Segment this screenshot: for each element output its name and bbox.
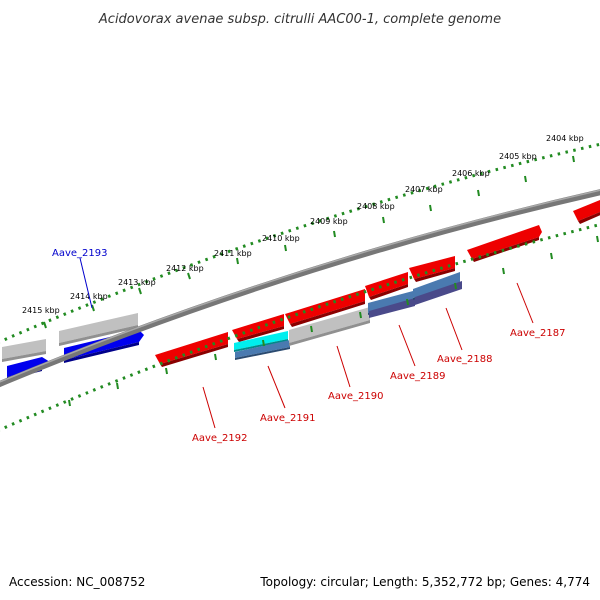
label-leader-lines — [79, 257, 534, 429]
feature-gray-aave-2190[interactable] — [289, 307, 370, 346]
kbp-label-2410: 2410 kbp — [262, 234, 300, 243]
kbp-label-2404: 2404 kbp — [546, 134, 584, 143]
feature-red-aave-2190[interactable] — [285, 289, 365, 327]
feature-red-aave-2187[interactable] — [467, 225, 542, 262]
gene-label-aave-2192[interactable]: Aave_2192 — [192, 433, 248, 444]
genome-summary-text: Topology: circular; Length: 5,352,772 bp… — [259, 575, 590, 589]
kbp-label-2415: 2415 kbp — [22, 306, 60, 315]
genome-backbone — [0, 189, 600, 388]
gene-label-aave-2187[interactable]: Aave_2187 — [510, 328, 566, 339]
outer-tick-ring — [0, 142, 600, 344]
kbp-label-2405: 2405 kbp — [499, 152, 537, 161]
feature-steel-aave-2191[interactable] — [235, 340, 290, 360]
kbp-label-2408: 2408 kbp — [357, 202, 395, 211]
feature-gray-plus-1[interactable] — [2, 339, 46, 362]
feature-cyan-aave-2191[interactable] — [234, 331, 288, 352]
kbp-label-2406: 2406 kbp — [452, 169, 490, 178]
gene-label-aave-2189[interactable]: Aave_2189 — [390, 371, 446, 382]
kbp-label-2407: 2407 kbp — [405, 185, 443, 194]
accession-text: Accession: NC_008752 — [9, 575, 145, 589]
genome-title: Acidovorax avenae subsp. citrulli AAC00-… — [98, 12, 501, 27]
gene-label-aave-2188[interactable]: Aave_2188 — [437, 354, 493, 365]
feature-red-aave-2192[interactable] — [155, 332, 228, 367]
gene-label-aave-2190[interactable]: Aave_2190 — [328, 391, 384, 402]
genome-backbone-highlight — [0, 189, 600, 383]
gene-label-aave-2193[interactable]: Aave_2193 — [52, 248, 108, 259]
kbp-label-2412: 2412 kbp — [166, 264, 204, 273]
feature-red-aave-2189[interactable] — [365, 272, 408, 300]
feature-gray-plus-2[interactable] — [59, 313, 138, 346]
kbp-label-2413: 2413 kbp — [118, 278, 156, 287]
feature-red-aave-2188[interactable] — [409, 256, 455, 282]
inner-major-ticks — [68, 235, 599, 407]
kbp-label-2409: 2409 kbp — [310, 217, 348, 226]
gene-label-aave-2191[interactable]: Aave_2191 — [260, 413, 316, 424]
kbp-label-2411: 2411 kbp — [214, 249, 252, 258]
feature-red-edge[interactable] — [573, 198, 600, 224]
feature-slate-aave-2189[interactable] — [369, 298, 415, 318]
feature-slate-aave-2188[interactable] — [415, 281, 462, 305]
outer-major-ticks — [43, 155, 575, 329]
